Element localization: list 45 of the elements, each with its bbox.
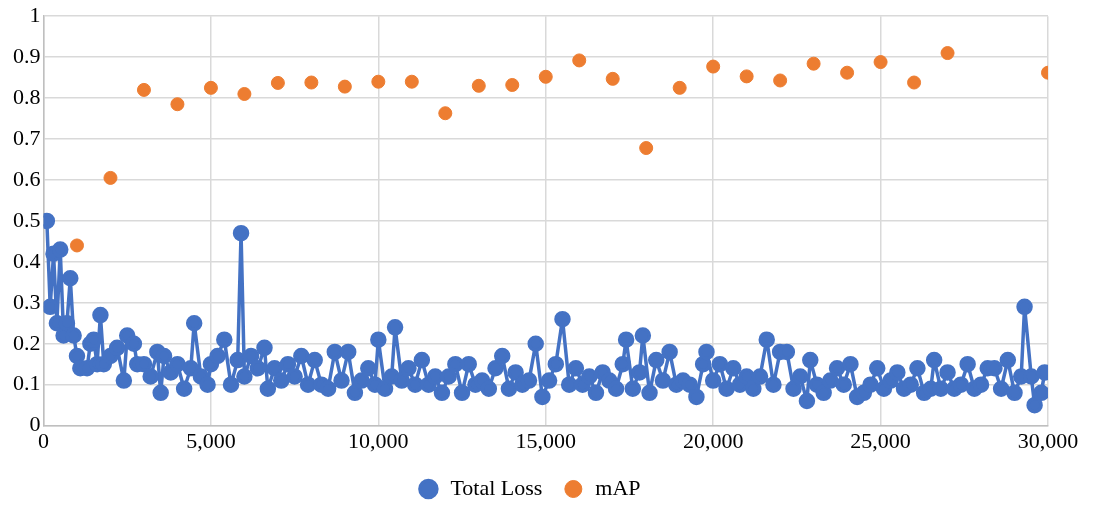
y-tick-label: 0.4	[13, 247, 41, 273]
point	[337, 79, 352, 94]
x-tick-label: 15,000	[515, 427, 576, 453]
point	[371, 74, 386, 89]
y-tick-label: 0.9	[13, 42, 41, 68]
y-tick-label: 0.6	[13, 165, 41, 191]
x-tick-label: 30,000	[1017, 427, 1079, 453]
y-tick-label: 0.1	[13, 370, 41, 396]
point	[907, 75, 922, 90]
x-tick-label: 10,000	[348, 427, 409, 453]
point	[639, 141, 654, 156]
point	[270, 75, 285, 90]
y-tick-label: 0.8	[13, 83, 41, 109]
y-tick-label: 0.3	[13, 288, 41, 314]
legend-label: Total Loss	[450, 474, 543, 500]
point	[706, 59, 721, 74]
point	[572, 53, 587, 68]
y-tick-label: 1	[29, 1, 41, 27]
point	[840, 65, 855, 80]
point	[69, 238, 84, 253]
point	[873, 55, 888, 70]
point	[940, 46, 955, 61]
x-tick-label: 25,000	[850, 427, 911, 453]
x-tick-label: 20,000	[682, 427, 744, 453]
point	[739, 69, 754, 84]
y-tick-label: 0.5	[13, 206, 41, 232]
point	[170, 97, 185, 112]
point	[672, 80, 687, 95]
point	[404, 74, 419, 89]
point	[538, 69, 553, 84]
point	[203, 80, 218, 95]
point	[773, 73, 788, 88]
point	[136, 82, 151, 97]
point	[304, 75, 319, 90]
point	[505, 77, 520, 92]
y-tick-label: 0.7	[13, 124, 41, 150]
x-tick-label: 5,000	[186, 427, 236, 453]
point	[103, 170, 118, 185]
legend-label: mAP	[595, 474, 641, 500]
y-tick-label: 0.2	[13, 329, 41, 355]
point	[806, 56, 821, 71]
point	[237, 86, 252, 101]
point	[605, 71, 620, 86]
point	[471, 78, 486, 93]
point	[438, 106, 453, 121]
